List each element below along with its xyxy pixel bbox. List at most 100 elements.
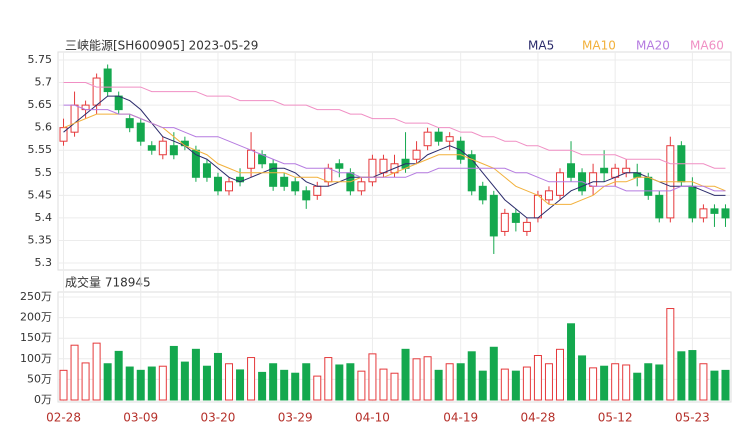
volume-bar [500, 368, 509, 401]
volume-bar [158, 365, 167, 401]
volume-bar [710, 370, 719, 401]
candle-body [412, 149, 421, 160]
volume-bar [258, 371, 267, 401]
volume-bar [423, 356, 432, 401]
y-tick-label: 5.65 [28, 98, 53, 111]
y-tick-label: 5.75 [28, 53, 53, 66]
volume-bar [412, 358, 421, 401]
volume-bar [202, 365, 211, 401]
x-tick-label: 05-12 [598, 411, 633, 425]
candle-body [202, 163, 211, 178]
candle-body [555, 172, 564, 196]
volume-bar [70, 344, 79, 401]
x-tick-label: 03-29 [278, 411, 313, 425]
volume-bar [368, 353, 377, 401]
candle-body [357, 181, 366, 192]
volume-bar [677, 351, 686, 401]
volume-bar [324, 357, 333, 401]
y-tick-label: 5.7 [35, 76, 53, 89]
volume-bar [169, 345, 178, 401]
volume-bar [346, 363, 355, 401]
ma-line [63, 104, 726, 192]
volume-bar [225, 363, 234, 401]
candle-body [544, 190, 553, 201]
legend-label: MA60 [690, 39, 724, 53]
y-tick-label: 5.6 [35, 121, 53, 134]
y-tick-label: 5.35 [28, 233, 53, 246]
volume-bar [302, 363, 311, 401]
volume-bar [578, 355, 587, 401]
volume-bar [622, 364, 631, 401]
candle-body [92, 77, 101, 106]
candle-body [500, 212, 509, 232]
candle-body [655, 194, 664, 219]
price-frame [57, 51, 732, 271]
legend-label: MA10 [582, 39, 616, 53]
x-tick-label: 04-10 [355, 411, 390, 425]
candle-body [158, 140, 167, 156]
candle-body [147, 145, 156, 151]
candle-body [280, 176, 289, 187]
y-tick-label: 5.4 [35, 211, 53, 224]
volume-bar [478, 370, 487, 401]
y-tick-label: 5.55 [28, 143, 53, 156]
volume-bar [589, 367, 598, 401]
candle-body [269, 163, 278, 187]
y-tick-label: 200万 [20, 311, 52, 324]
volume-bar [401, 348, 410, 401]
x-tick-label: 05-23 [675, 411, 710, 425]
candle-body [644, 176, 653, 196]
volume-bar [357, 370, 366, 401]
candle-body [324, 167, 333, 183]
candle-body [70, 104, 79, 133]
volume-bar [147, 366, 156, 401]
volume-bar [335, 364, 344, 401]
candle-body [313, 185, 322, 196]
volume-bar [544, 363, 553, 401]
volume-bar [434, 369, 443, 401]
x-tick-label: 04-19 [443, 411, 478, 425]
volume-bar [666, 308, 675, 401]
candle-body [368, 158, 377, 183]
volume-frame [57, 291, 732, 403]
candle-body [291, 181, 300, 192]
y-tick-label: 0万 [34, 393, 52, 406]
candle-body [567, 163, 576, 178]
volume-bar [136, 369, 145, 401]
volume-bar [699, 363, 708, 401]
volume-bar [467, 351, 476, 401]
volume-bar [555, 348, 564, 401]
candle-body [225, 181, 234, 192]
y-tick-label: 5.45 [28, 188, 53, 201]
volume-bar [125, 366, 134, 401]
volume-bar [213, 352, 222, 401]
candle-body [688, 185, 697, 219]
volume-bar [644, 363, 653, 401]
ma-line [63, 113, 726, 205]
volume-bar [567, 323, 576, 401]
y-tick-label: 5.3 [35, 256, 53, 269]
x-tick-label: 04-28 [520, 411, 555, 425]
volume-bar [280, 369, 289, 401]
y-tick-label: 150万 [20, 331, 52, 344]
volume-title: 成交量 718945 [65, 275, 151, 290]
candle-body [136, 122, 145, 142]
legend-label: MA20 [636, 39, 670, 53]
volume-bar [103, 363, 112, 401]
candle-body [721, 208, 730, 219]
volume-bar [191, 348, 200, 401]
volume-bar [114, 350, 123, 401]
candle-body [478, 185, 487, 201]
y-tick-label: 250万 [20, 290, 52, 303]
volume-bar [721, 369, 730, 401]
volume-bar [269, 363, 278, 401]
candle-body [423, 131, 432, 147]
volume-bar [291, 372, 300, 401]
y-tick-label: 50万 [27, 372, 52, 385]
candle-body [522, 221, 531, 232]
candle-body [335, 163, 344, 169]
volume-bar [379, 368, 388, 401]
x-tick-label: 03-20 [201, 411, 236, 425]
volume-bar [688, 350, 697, 401]
